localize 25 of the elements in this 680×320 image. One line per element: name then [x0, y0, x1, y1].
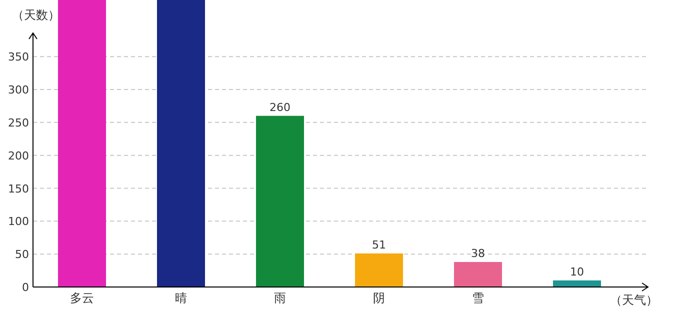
- x-tick-label: 雨: [274, 291, 286, 305]
- y-tick-label: 100: [8, 215, 29, 228]
- data-label: 38: [471, 246, 485, 260]
- x-tick-label: 阴: [373, 291, 385, 305]
- x-tick-label: 雪: [472, 291, 484, 305]
- x-tick-label: 多云: [70, 291, 94, 305]
- bar: [355, 253, 403, 287]
- y-tick-label: 50: [15, 248, 29, 262]
- y-axis-title: （天数）: [12, 8, 60, 22]
- bar: [454, 262, 502, 287]
- y-tick-label: 250: [8, 116, 29, 130]
- bar: [157, 0, 205, 287]
- data-label: 10: [570, 265, 584, 278]
- data-label: 51: [372, 238, 386, 252]
- x-tick-label: 晴: [175, 291, 187, 305]
- x-axis-title: （天气）: [610, 293, 658, 307]
- bar: [256, 116, 304, 287]
- y-tick-label: 0: [22, 281, 29, 294]
- bar: [553, 280, 601, 287]
- y-tick-label: 200: [8, 149, 29, 162]
- bar: [58, 0, 106, 287]
- y-tick-label: 350: [8, 50, 29, 64]
- y-tick-label: 150: [8, 182, 29, 196]
- data-label: 260: [270, 100, 290, 114]
- y-tick-label: 300: [8, 84, 29, 97]
